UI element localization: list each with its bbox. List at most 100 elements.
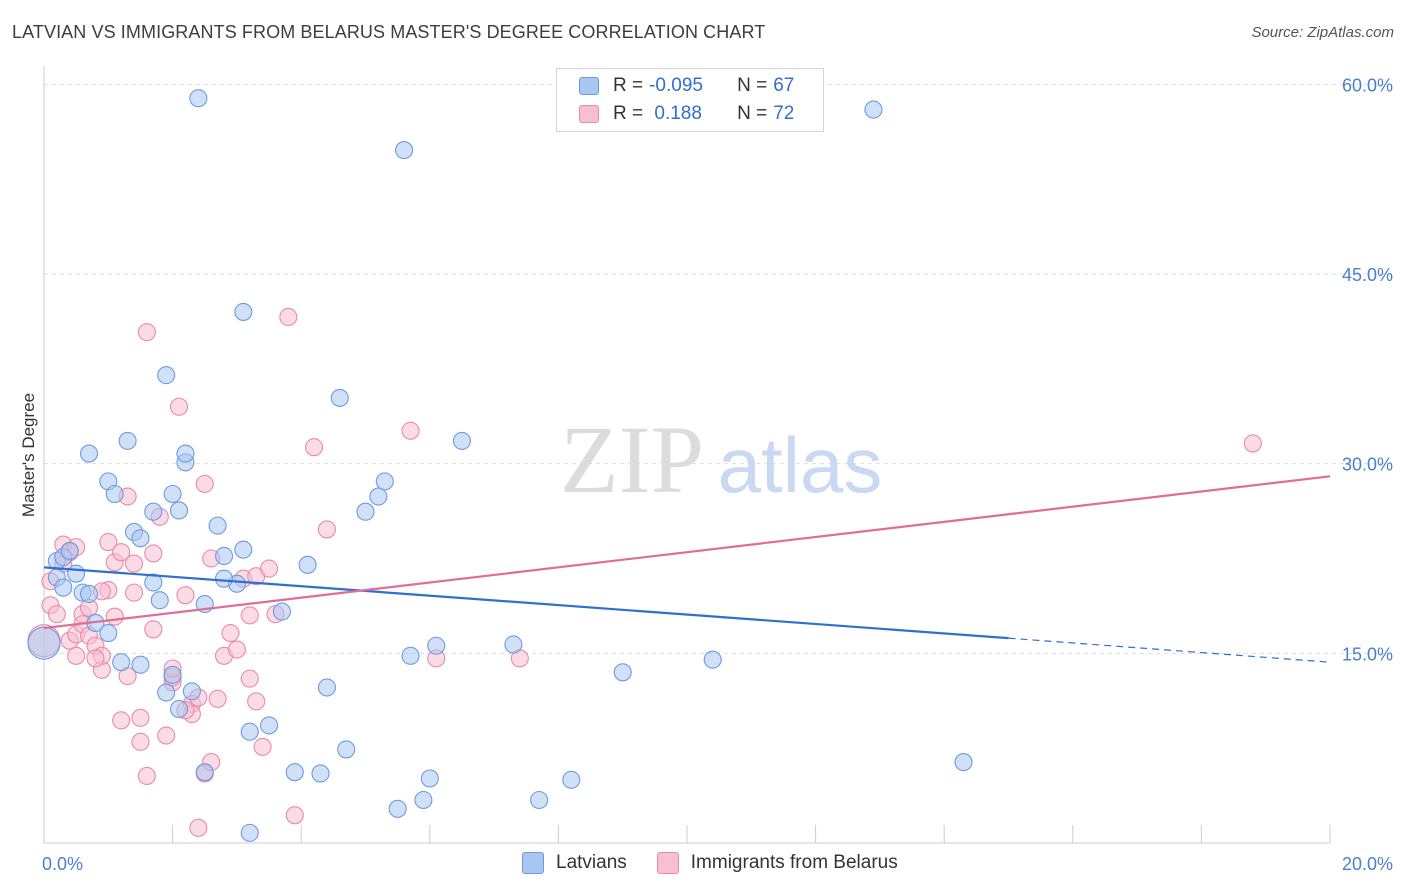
latvian-point [189, 89, 208, 108]
belarus-point [144, 620, 163, 639]
belarus-point [247, 692, 266, 711]
source-credit: Source: ZipAtlas.com [1251, 24, 1394, 41]
latvian-point [414, 790, 433, 810]
latvian-point [388, 799, 407, 818]
latvian-point [67, 564, 86, 583]
belarus-point [112, 711, 131, 730]
belarus-point [317, 520, 336, 539]
gridlines [44, 83, 1392, 654]
belarus-point [137, 766, 156, 786]
latvian-point [105, 484, 124, 504]
latvian-point [182, 682, 201, 701]
legend-r-label: R = [613, 75, 644, 96]
belarus-point [195, 474, 214, 493]
latvian-point [131, 529, 150, 548]
latvian-point [79, 584, 99, 603]
belarus-point [131, 708, 150, 727]
latvian-point [703, 650, 722, 669]
latvian-point [259, 716, 279, 735]
latvian-point [144, 573, 163, 592]
latvian-point [157, 683, 176, 702]
belarus-point [240, 606, 259, 625]
latvian-point [195, 763, 214, 782]
latvian-point [79, 444, 99, 463]
legend-n-label: N = [737, 103, 768, 124]
latvian-point [427, 636, 446, 655]
latvian-point [401, 646, 420, 665]
legend-row-belarus: R = 0.188 N = 72 [579, 101, 794, 127]
legend-label: Immigrants from Belarus [690, 852, 898, 873]
y-tick-label: 60.0% [1342, 75, 1393, 95]
belarus-point [240, 669, 259, 688]
legend-item-latvians[interactable]: Latvians [522, 852, 627, 874]
belarus-point [99, 533, 118, 552]
latvian-point [452, 431, 472, 450]
latvian-point [954, 753, 973, 772]
latvian-point [157, 366, 176, 385]
latvian-point [163, 484, 182, 504]
latvian-point [99, 624, 118, 643]
y-axis-label: Master's Degree [19, 393, 38, 517]
belarus-point [1243, 434, 1262, 453]
legend-label: Latvians [556, 852, 627, 873]
latvian-point [176, 444, 195, 463]
latvian-point [131, 655, 150, 674]
latvian-point [285, 763, 304, 782]
legend-r-value: 0.188 [649, 103, 702, 124]
trendlines [43, 475, 1331, 663]
latvian-point [420, 769, 439, 788]
latvian-point [562, 770, 581, 789]
latvian-point [530, 790, 549, 810]
chart-title: LATVIAN VS IMMIGRANTS FROM BELARUS MASTE… [12, 22, 766, 42]
latvian-point [112, 653, 131, 672]
latvian-point [240, 722, 259, 741]
legend-n-value: 67 [773, 75, 795, 96]
latvian-point [337, 740, 356, 759]
latvian-point [144, 502, 163, 521]
belarus-point [259, 559, 279, 578]
latvian-point [214, 569, 234, 588]
belarus-point [176, 586, 195, 605]
latvian-point [150, 591, 169, 610]
belarus-point [401, 421, 420, 440]
belarus-point [86, 649, 105, 668]
latvian-point [369, 487, 388, 506]
legend-swatch-latvians [522, 852, 544, 874]
latvian-point [118, 431, 137, 450]
legend-item-belarus[interactable]: Immigrants from Belarus [656, 852, 898, 874]
belarus-point [279, 307, 298, 327]
belarus-point [208, 689, 227, 708]
latvian-point [234, 540, 253, 559]
watermark-atlas: atlas [718, 421, 883, 509]
axes [43, 66, 1331, 844]
legend-n-value: 72 [773, 103, 795, 124]
latvian-point [504, 635, 523, 654]
tick-labels: 15.0% 30.0% 45.0% 60.0% 0.0% 20.0% [42, 75, 1393, 874]
series-immigrants-from-belarus [27, 307, 1262, 837]
latvian-point [169, 699, 189, 719]
latvian-point [54, 578, 73, 597]
latvian-point [298, 555, 317, 574]
legend-r-label: R = [613, 103, 644, 124]
x-tick-label: 0.0% [42, 854, 83, 874]
latvian-point [272, 602, 291, 621]
belarus-point [137, 323, 156, 342]
legend-row-latvians: R = -0.095 N = 67 [579, 73, 794, 99]
belarus-point [227, 640, 246, 659]
belarus-point [157, 726, 176, 745]
series-legend: Latvians Immigrants from Belarus [522, 852, 928, 874]
latvian-point [864, 100, 883, 119]
belarus-point [169, 397, 189, 416]
correlation-legend: R = -0.095 N = 67 R = 0.188 N = 72 [556, 68, 824, 132]
latvian-point [317, 678, 336, 697]
latvians-trendline-extension [1008, 637, 1331, 663]
latvian-point [27, 626, 61, 660]
latvian-point [234, 302, 253, 321]
latvian-point [208, 516, 227, 535]
belarus-point [189, 818, 208, 837]
latvian-point [311, 764, 330, 783]
legend-swatch-belarus [579, 105, 599, 123]
x-tick-label: 20.0% [1342, 854, 1393, 874]
belarus-point [221, 624, 240, 643]
